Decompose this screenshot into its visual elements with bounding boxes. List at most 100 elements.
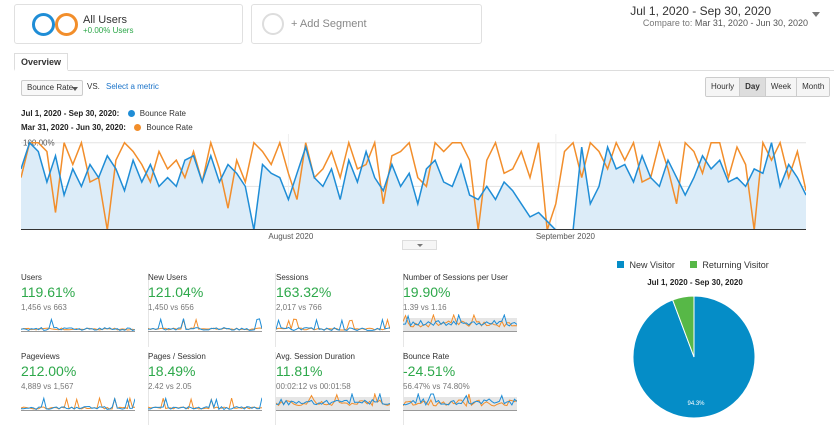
chart-legend-current: Jul 1, 2020 - Sep 30, 2020: Bounce Rate [21,109,186,118]
chart-legend-previous: Mar 31, 2020 - Jun 30, 2020: Bounce Rate [21,123,193,132]
legend-previous-label: Bounce Rate [146,123,193,132]
metric-tile[interactable]: Avg. Session Duration 11.81% 00:02:12 vs 0… [276,352,404,425]
bounce-rate-line-chart[interactable]: 100.00%50.00% [21,134,806,230]
sparkline-path [148,317,262,331]
date-compare: Compare to: Mar 31, 2020 - Jun 30, 2020 [643,18,808,28]
metric-tile-value: 121.04% [148,284,204,300]
granularity-buttons: Hourly Day Week Month [705,77,831,97]
metric-sparkline [403,393,517,411]
metric-tile-value: 163.32% [276,284,332,300]
chevron-down-icon [72,87,78,91]
pie-slice-label: 94.3% [687,401,705,407]
tab-divider [14,70,834,71]
pie-legend-new: New Visitor [629,260,675,270]
metric-tile-value: 19.90% [403,284,451,300]
segment-orange-circle-icon [55,13,78,36]
metric-tile-value: 212.00% [21,363,77,379]
hourly-button[interactable]: Hourly [706,78,741,96]
metric-tile-comparison: 2,017 vs 766 [276,303,322,312]
metric-tile-label: New Users [148,273,188,282]
compare-range: Mar 31, 2020 - Jun 30, 2020 [694,18,808,28]
metric-tile-comparison: 1.39 vs 1.16 [403,303,447,312]
metric-tile-value: 18.49% [148,363,196,379]
add-segment-circle-icon [262,13,284,35]
segment-title: All Users [83,14,128,26]
metric-tile-label: Pageviews [21,352,60,361]
metric-tile[interactable]: New Users 121.04% 1,450 vs 656 [148,273,276,347]
legend-current-label: Bounce Rate [139,109,187,118]
day-button[interactable]: Day [740,78,766,96]
metric-sparkline [276,317,390,332]
segment-blue-circle-icon [32,13,55,36]
segment-subtitle: +0.00% Users [83,26,134,35]
metric-sparkline [21,317,135,332]
add-segment-button[interactable]: + Add Segment [251,4,482,44]
metric-tile-value: 119.61% [21,284,76,300]
sparkline-path [403,393,517,408]
sparkline-path [21,396,135,411]
sparkline-path [148,396,262,411]
x-tick-label: September 2020 [535,232,595,241]
compare-label: Compare to: [642,18,693,28]
pie-title: Jul 1, 2020 - Sep 30, 2020 [647,278,743,287]
new-visitor-swatch-icon [617,261,624,268]
metric-tile-comparison: 1,456 vs 663 [21,303,67,312]
add-segment-label: + Add Segment [291,18,367,30]
metric-tile[interactable]: Bounce Rate -24.51% 56.47% vs 74.80% [403,352,531,425]
metric-tile-comparison: 00:02:12 vs 00:01:58 [276,382,351,391]
segment-all-users[interactable]: All Users +0.00% Users [14,4,243,44]
x-tick-label: August 2020 [268,232,314,241]
metric-tile-label: Avg. Session Duration [276,352,356,361]
metric-tile[interactable]: Users 119.61% 1,456 vs 663 [21,273,149,347]
tab-overview[interactable]: Overview [14,53,69,71]
legend-previous-date: Mar 31, 2020 - Jun 30, 2020: [21,123,126,132]
metric-tile[interactable]: Pages / Session 18.49% 2.42 vs 2.05 [148,352,276,425]
select-metric-link[interactable]: Select a metric [106,82,159,91]
metric-tile-label: Number of Sessions per User [403,273,508,282]
metric-sparkline [21,396,135,411]
metric-sparkline [148,396,262,411]
vs-label: VS. [87,82,100,91]
metric-tile-value: -24.51% [403,363,456,379]
series-line-previous [21,139,806,230]
sparkline-path [403,314,517,328]
metric-tile[interactable]: Number of Sessions per User 19.90% 1.39 vs… [403,273,531,347]
pie-legend: New Visitor Returning Visitor [617,260,769,270]
sparkline-path [276,393,390,406]
chart-scroll-handle[interactable] [402,240,437,250]
metric-select[interactable]: Bounce Rate [21,80,83,96]
pie-legend-returning: Returning Visitor [702,260,769,270]
metric-tile-comparison: 56.47% vs 74.80% [403,382,470,391]
legend-orange-dot-icon [134,124,142,131]
metric-tile-value: 11.81% [276,363,323,379]
sparkline-path [276,317,390,332]
legend-current-date: Jul 1, 2020 - Sep 30, 2020: [21,109,120,118]
metric-tile[interactable]: Pageviews 212.00% 4,889 vs 1,567 [21,352,149,425]
sparkline-path [276,393,390,407]
metric-tile-comparison: 2.42 vs 2.05 [148,382,192,391]
week-button[interactable]: Week [765,78,798,96]
visitor-pie-chart[interactable]: 94.3% [631,294,757,420]
metric-tile-comparison: 1,450 vs 656 [148,303,194,312]
month-button[interactable]: Month [797,78,830,96]
pie-slice-returning-visitor[interactable] [671,295,695,358]
metric-tile-label: Users [21,273,42,282]
date-dropdown-icon[interactable] [812,12,820,17]
legend-blue-dot-icon [127,110,135,117]
metric-tile-comparison: 4,889 vs 1,567 [21,382,74,391]
returning-visitor-swatch-icon [689,261,697,268]
metric-sparkline [148,317,262,332]
metric-tile[interactable]: Sessions 163.32% 2,017 vs 766 [276,273,404,347]
sparkline-path [403,314,517,327]
metric-tile-label: Bounce Rate [403,352,450,361]
sparkline-path [148,317,262,331]
date-range-picker[interactable]: Jul 1, 2020 - Sep 30, 2020 [630,4,771,18]
metric-select-value: Bounce Rate [27,83,74,92]
series-line-current [21,141,806,230]
metric-sparkline [276,393,390,411]
metric-sparkline [403,314,517,332]
sparkline-path [21,317,135,331]
metric-tile-label: Pages / Session [148,352,206,361]
metric-tile-label: Sessions [276,273,309,282]
sparkline-path [403,393,517,407]
